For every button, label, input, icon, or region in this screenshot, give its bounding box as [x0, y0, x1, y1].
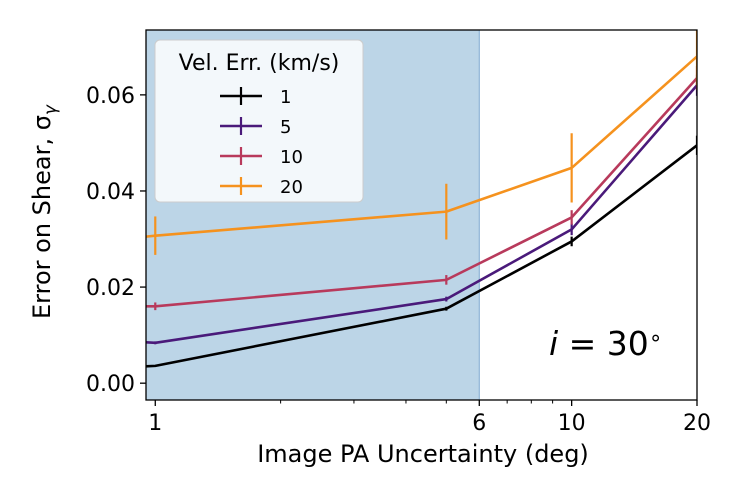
- y-axis-label: Error on Shear, σγ: [28, 104, 61, 319]
- legend-label-1: 1: [280, 87, 291, 108]
- x-tick-label-3: 20: [683, 411, 711, 436]
- annotation-value: = 30: [558, 324, 649, 363]
- legend-label-20: 20: [280, 177, 303, 198]
- y-tick-label-1: 0.02: [86, 276, 135, 301]
- x-axis-label: Image PA Uncertainty (deg): [257, 440, 589, 468]
- x-tick-label-0: 1: [148, 411, 162, 436]
- y-tick-label-3: 0.06: [86, 84, 135, 109]
- legend-label-10: 10: [280, 147, 303, 168]
- annotation-degree: ∘: [649, 326, 663, 351]
- y-tick-label-0: 0.00: [86, 372, 135, 397]
- legend-box: [154, 39, 364, 203]
- y-axis-label-subscript: γ: [41, 104, 61, 115]
- legend-label-5: 5: [280, 117, 291, 138]
- legend-title: Vel. Err. (km/s): [179, 51, 340, 76]
- y-axis-label-main: Error on Shear, σ: [28, 115, 56, 319]
- inclination-annotation: i = 30∘: [549, 324, 663, 363]
- y-tick-label-2: 0.04: [86, 180, 135, 205]
- axes-frame: [145, 29, 698, 401]
- x-tick-label-1: 6: [472, 411, 486, 436]
- annotation-variable: i: [549, 324, 558, 363]
- x-tick-label-2: 10: [558, 411, 586, 436]
